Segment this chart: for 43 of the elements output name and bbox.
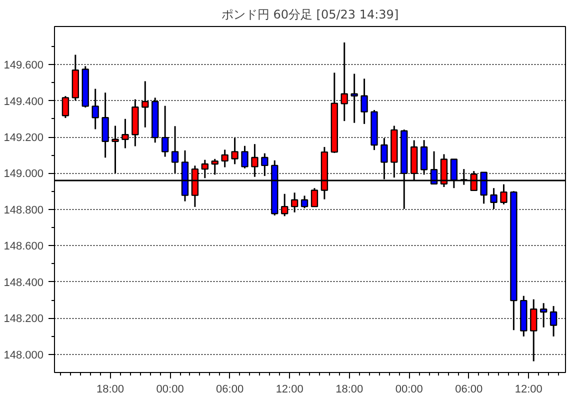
candlestick bbox=[211, 158, 218, 176]
candlestick bbox=[102, 92, 109, 158]
candlestick bbox=[161, 105, 169, 158]
candlestick bbox=[221, 148, 228, 168]
y-tick-label: 148.600 bbox=[4, 240, 44, 253]
candlestick bbox=[62, 95, 70, 119]
candlestick bbox=[500, 184, 508, 206]
candlestick bbox=[310, 187, 318, 208]
y-tick-label: 148.400 bbox=[4, 276, 44, 289]
y-tick-label: 148.000 bbox=[4, 349, 44, 362]
candlestick bbox=[350, 73, 358, 124]
x-tick-label: 12:00 bbox=[514, 384, 542, 396]
candlestick bbox=[231, 137, 238, 165]
candlestick bbox=[251, 143, 258, 178]
y-tick-label: 149.400 bbox=[4, 96, 44, 108]
candlestick bbox=[281, 193, 288, 217]
y-tick-label: 148.800 bbox=[4, 204, 44, 216]
candlestick bbox=[490, 187, 498, 210]
x-tick-label: 00:00 bbox=[395, 384, 423, 396]
candlestick bbox=[142, 80, 149, 128]
y-tick-label: 149.600 bbox=[4, 60, 44, 72]
candlestick bbox=[112, 125, 119, 174]
candlestick bbox=[241, 145, 248, 170]
candlestick bbox=[122, 118, 129, 149]
candlestick bbox=[171, 125, 179, 174]
candlestick bbox=[550, 305, 558, 338]
x-tick-label: 18:00 bbox=[96, 384, 124, 396]
candlestick bbox=[540, 302, 548, 328]
candlestick bbox=[300, 194, 308, 209]
candlestick bbox=[360, 78, 368, 125]
x-tick-label: 12:00 bbox=[276, 384, 304, 396]
chart-title: ポンド円 60分足 [05/23 14:39] bbox=[221, 8, 399, 22]
y-tick-label: 149.000 bbox=[4, 168, 44, 180]
x-tick-label: 06:00 bbox=[455, 384, 483, 396]
y-tick-label: 149.200 bbox=[4, 132, 44, 144]
y-tick-label: 148.200 bbox=[4, 313, 44, 326]
x-tick-label: 00:00 bbox=[156, 384, 184, 396]
candlestick bbox=[261, 152, 268, 177]
x-tick-label: 06:00 bbox=[216, 384, 244, 396]
candlestick bbox=[92, 88, 99, 130]
candlestick bbox=[420, 139, 428, 176]
x-tick-label: 18:00 bbox=[336, 384, 364, 396]
candlestick bbox=[290, 192, 298, 214]
